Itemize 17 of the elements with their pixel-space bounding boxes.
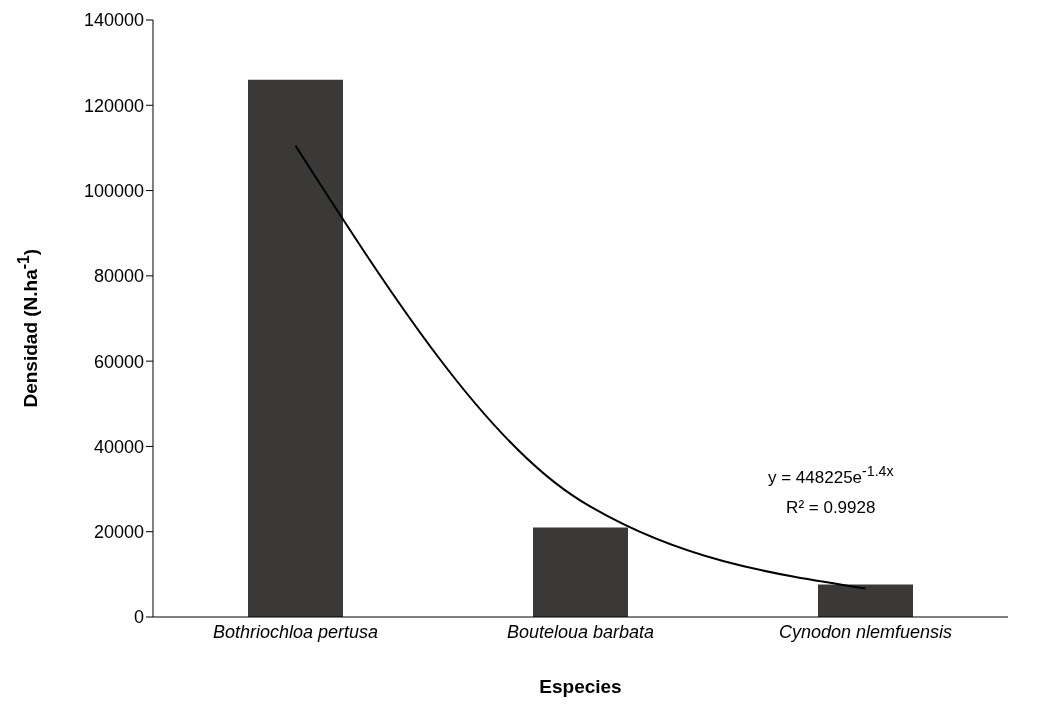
- y-tick-label: 0: [133, 607, 144, 628]
- annotation: R² = 0.9928: [785, 496, 877, 519]
- x-tick-label: Cynodon nlemfuensis: [778, 621, 953, 642]
- x-tick-label: Bouteloua barbata: [506, 621, 655, 642]
- y-tick-label: 20000: [93, 522, 144, 543]
- x-tick-label: Bothriochloa pertusa: [212, 621, 379, 642]
- y-tick-label: 80000: [93, 266, 144, 287]
- y-tick-label: 100000: [83, 180, 144, 201]
- y-tick-label: 40000: [93, 436, 144, 457]
- bar: [533, 527, 628, 617]
- bar: [818, 584, 913, 617]
- y-tick-label: 120000: [83, 95, 144, 116]
- y-tick-label: 140000: [83, 10, 144, 31]
- bar: [248, 79, 343, 617]
- y-tick-label: 60000: [93, 351, 144, 372]
- x-axis-title: Especies: [538, 676, 623, 698]
- annotation: y = 448225e$^{-1.4x}$: [768, 462, 894, 489]
